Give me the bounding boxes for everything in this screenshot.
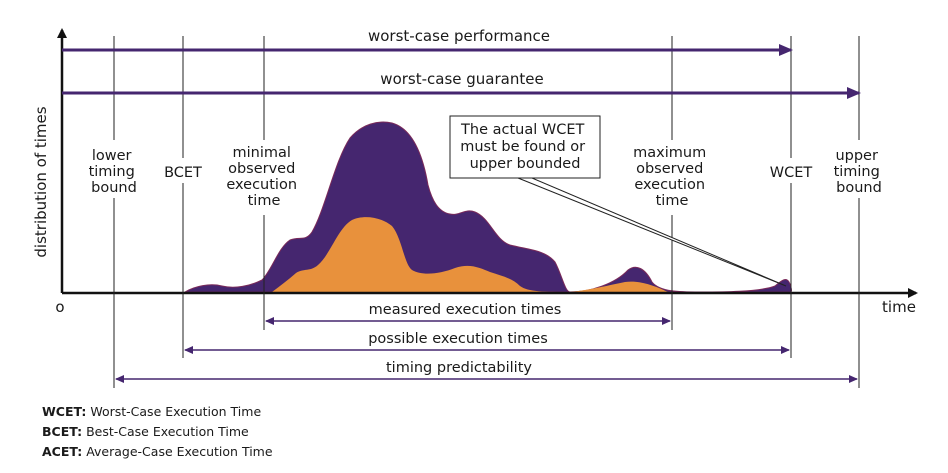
worst-case-performance-label: worst-case performance: [368, 27, 550, 45]
x-axis-label: time: [882, 298, 916, 316]
legend-wcet-text: Worst-Case Execution Time: [90, 404, 262, 419]
measured-execution-times-label: measured execution times: [369, 302, 562, 318]
bcet-label: BCET: [164, 165, 202, 181]
legend-acet: ACET: Average-Case Execution Time: [42, 444, 273, 459]
legend-wcet: WCET: Worst-Case Execution Time: [42, 404, 262, 419]
svg-text:The actual WCET must be: The actual WCET must be found or upper b…: [460, 122, 590, 172]
legend-bcet: BCET: Best-Case Execution Time: [42, 424, 249, 439]
worst-case-guarantee-label: worst-case guarantee: [380, 70, 543, 88]
origin-label: o: [55, 298, 64, 316]
min-observed-label: minimal observed execution time: [226, 145, 301, 209]
lower-timing-bound-label: lower timing bound: [89, 148, 140, 196]
legend-bcet-abbr: BCET:: [42, 424, 83, 439]
possible-execution-times-label: possible execution times: [368, 331, 548, 347]
y-axis-label: distribution of times: [32, 106, 50, 257]
legend-wcet-abbr: WCET:: [42, 404, 87, 419]
legend-bcet-text: Best-Case Execution Time: [86, 424, 249, 439]
max-observed-label: maximum observed execution time: [633, 145, 711, 209]
measured-distribution-area: [272, 217, 668, 292]
wcet-callout: The actual WCET must be found or upper b…: [449, 115, 787, 287]
marker-lines: [113, 36, 860, 388]
timing-predictability-label: timing predictability: [386, 360, 532, 376]
legend-acet-text: Average-Case Execution Time: [86, 444, 273, 459]
legend-acet-abbr: ACET:: [42, 444, 83, 459]
upper-timing-bound-label: upper timing bound: [834, 148, 885, 196]
wcet-label: WCET: [770, 165, 813, 181]
